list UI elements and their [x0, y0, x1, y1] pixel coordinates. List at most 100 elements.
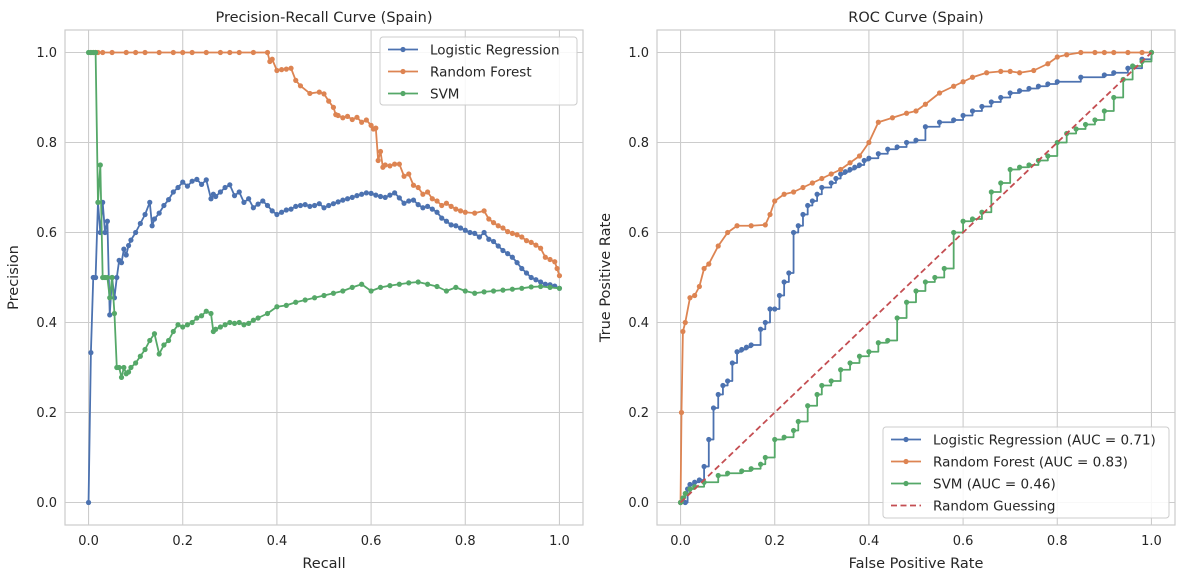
y-tick-label: 0.6 — [36, 226, 57, 241]
series-group — [85, 49, 563, 506]
data-point — [1031, 67, 1037, 74]
y-axis-label: True Positive Rate — [598, 213, 614, 343]
data-point — [687, 486, 693, 492]
data-point — [434, 283, 440, 290]
data-point — [100, 49, 106, 56]
data-point — [960, 112, 966, 119]
data-point — [795, 223, 801, 229]
data-point — [95, 199, 101, 205]
data-point — [547, 256, 553, 263]
data-point — [387, 192, 393, 198]
data-point — [349, 194, 355, 200]
legend-label: Random Forest — [430, 65, 532, 81]
data-point — [476, 234, 482, 240]
data-point — [772, 198, 778, 204]
y-tick-label: 1.0 — [36, 46, 57, 61]
data-point — [1017, 70, 1023, 76]
data-point — [847, 166, 853, 173]
data-point — [321, 205, 327, 211]
data-point — [330, 290, 337, 296]
data-point — [123, 49, 129, 56]
legend-label: SVM (AUC = 0.46) — [933, 477, 1056, 493]
data-point — [116, 364, 122, 371]
data-point — [725, 470, 731, 476]
data-point — [222, 184, 228, 191]
data-point — [203, 308, 209, 314]
data-point — [1045, 81, 1051, 87]
data-point — [236, 189, 242, 195]
data-point — [448, 222, 454, 228]
data-point — [696, 477, 702, 483]
data-point — [922, 279, 929, 285]
data-point — [538, 245, 544, 251]
data-point — [330, 201, 337, 207]
data-point — [420, 191, 426, 197]
data-point — [710, 405, 717, 411]
data-point — [382, 162, 388, 168]
data-point — [894, 144, 900, 150]
data-point — [166, 337, 172, 344]
data-point — [495, 223, 501, 229]
data-point — [151, 331, 158, 337]
legend-label: SVM — [430, 87, 459, 103]
data-point — [118, 374, 125, 380]
x-tick-label: 0.6 — [361, 534, 382, 549]
data-point — [984, 70, 990, 76]
data-point — [307, 90, 313, 97]
series-0 — [85, 176, 563, 506]
data-point — [354, 114, 360, 120]
data-point — [781, 191, 787, 197]
data-point — [856, 353, 863, 359]
data-point — [396, 161, 402, 167]
data-point — [189, 319, 195, 326]
y-axis-label: Precision — [6, 245, 22, 310]
data-point — [913, 288, 919, 294]
data-point — [1073, 126, 1079, 132]
data-point — [425, 189, 431, 195]
data-point — [293, 299, 299, 305]
data-point — [922, 101, 929, 107]
data-point — [472, 290, 478, 296]
data-point — [528, 284, 534, 290]
data-point — [415, 184, 421, 191]
data-point — [425, 203, 431, 209]
data-point — [1130, 63, 1136, 69]
data-point — [227, 182, 233, 188]
data-point — [481, 289, 487, 295]
data-point — [377, 284, 384, 290]
data-point — [988, 99, 994, 105]
data-point — [133, 229, 139, 236]
data-point — [739, 346, 745, 353]
data-point — [283, 302, 289, 308]
data-point — [1092, 49, 1098, 56]
y-tick-label: 1.0 — [628, 46, 649, 61]
data-point — [885, 337, 891, 344]
data-point — [842, 169, 848, 175]
data-point — [743, 344, 750, 350]
data-point — [283, 207, 289, 213]
data-point — [288, 65, 294, 71]
data-point — [678, 409, 685, 416]
data-point — [1101, 72, 1107, 78]
x-tick-label: 0.4 — [267, 534, 288, 549]
data-point — [472, 210, 478, 216]
y-tick-label: 0.8 — [36, 136, 57, 151]
precision-recall-panel: 0.0 0.2 0.4 0.6 0.8 1.0 0.0 0.2 0.4 0.6 0.8 1.0 Prec… — [6, 10, 584, 572]
data-point — [118, 260, 125, 266]
data-point — [852, 164, 858, 170]
data-point — [453, 284, 459, 290]
data-point — [1026, 85, 1032, 92]
y-tick-label: 0.2 — [36, 406, 57, 421]
data-point — [344, 113, 351, 119]
data-point — [814, 191, 820, 197]
data-point — [866, 155, 872, 161]
data-point — [481, 229, 487, 236]
data-point — [856, 162, 863, 168]
data-point — [715, 243, 721, 249]
data-point — [875, 340, 881, 346]
data-point — [387, 163, 393, 169]
data-point — [486, 236, 492, 242]
data-point — [809, 180, 816, 186]
data-point — [264, 49, 271, 56]
data-point — [104, 274, 110, 281]
